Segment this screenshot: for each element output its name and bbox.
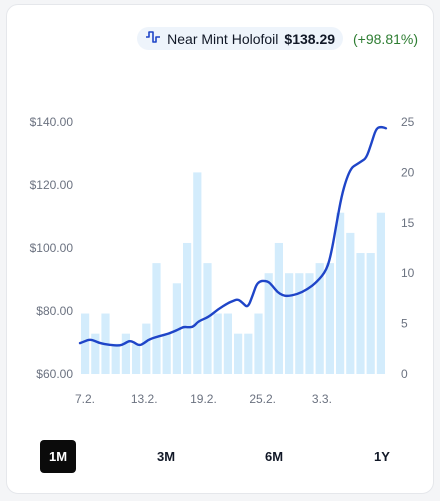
range-button-6m[interactable]: 6M bbox=[264, 449, 284, 464]
volume-bar bbox=[244, 333, 253, 374]
series-chip[interactable]: Near Mint Holofoil $138.29 bbox=[137, 27, 344, 50]
volume-bar bbox=[305, 273, 314, 374]
volume-bar bbox=[132, 343, 141, 374]
current-price: $138.29 bbox=[284, 30, 336, 47]
x-tick-label: 25.2. bbox=[249, 392, 276, 406]
volume-bar bbox=[295, 273, 304, 374]
range-button-3m[interactable]: 3M bbox=[156, 449, 176, 464]
pulse-icon bbox=[145, 30, 161, 47]
range-button-1y[interactable]: 1Y bbox=[374, 449, 390, 464]
volume-bar bbox=[234, 333, 243, 374]
price-history-card bbox=[6, 4, 434, 494]
volume-bar bbox=[356, 253, 365, 374]
volume-bar bbox=[111, 343, 120, 374]
volume-bar bbox=[162, 333, 171, 374]
y-axis-right: 25 20 15 10 5 0 bbox=[401, 115, 415, 381]
series-name: Near Mint Holofoil bbox=[167, 30, 279, 47]
y-right-tick-label: 25 bbox=[401, 115, 415, 129]
x-axis: 7.2. 13.2. 19.2. 25.2. 3.3. bbox=[75, 392, 332, 406]
y-axis-left: $140.00 $120.00 $100.00 $80.00 $60.00 bbox=[30, 115, 74, 381]
y-left-tick-label: $80.00 bbox=[36, 304, 73, 318]
volume-bar bbox=[223, 313, 232, 374]
chart-legend: Near Mint Holofoil $138.29 (+98.81%) bbox=[137, 27, 418, 50]
volume-bar bbox=[172, 283, 181, 374]
volume-bar bbox=[81, 313, 90, 374]
y-left-tick-label: $100.00 bbox=[30, 241, 74, 255]
volume-bar bbox=[121, 333, 130, 374]
y-right-tick-label: 5 bbox=[401, 317, 408, 331]
range-button-1m[interactable]: 1M bbox=[40, 440, 76, 473]
volume-bar bbox=[152, 263, 161, 374]
volume-bar bbox=[315, 263, 324, 374]
y-right-tick-label: 10 bbox=[401, 266, 415, 280]
volume-bar bbox=[183, 242, 192, 374]
price-change: (+98.81%) bbox=[353, 30, 418, 47]
volume-bar bbox=[193, 172, 202, 374]
y-right-tick-label: 15 bbox=[401, 216, 415, 230]
volume-bar bbox=[254, 313, 263, 374]
volume-bar bbox=[213, 313, 222, 374]
y-left-tick-label: $60.00 bbox=[36, 367, 73, 381]
y-right-tick-label: 20 bbox=[401, 165, 415, 179]
x-tick-label: 7.2. bbox=[75, 392, 95, 406]
y-left-tick-label: $120.00 bbox=[30, 178, 74, 192]
range-selector: 1M 3M 6M 1Y bbox=[40, 440, 400, 473]
x-tick-label: 19.2. bbox=[190, 392, 217, 406]
price-chart: $140.00 $120.00 $100.00 $80.00 $60.00 25 20 15… bbox=[30, 115, 415, 406]
price-line bbox=[78, 125, 388, 347]
volume-bar bbox=[91, 333, 100, 374]
volume-bar bbox=[142, 323, 151, 374]
volume-bar bbox=[376, 212, 385, 374]
volume-bar bbox=[264, 273, 273, 374]
x-tick-label: 3.3. bbox=[312, 392, 332, 406]
volume-bar bbox=[285, 273, 294, 374]
volume-bar bbox=[336, 212, 345, 374]
volume-bar bbox=[274, 242, 283, 374]
y-left-tick-label: $140.00 bbox=[30, 115, 74, 129]
volume-bar bbox=[325, 263, 334, 374]
y-right-tick-label: 0 bbox=[401, 367, 408, 381]
volume-bar bbox=[366, 253, 375, 374]
x-tick-label: 13.2. bbox=[131, 392, 158, 406]
volume-bar bbox=[346, 232, 355, 374]
